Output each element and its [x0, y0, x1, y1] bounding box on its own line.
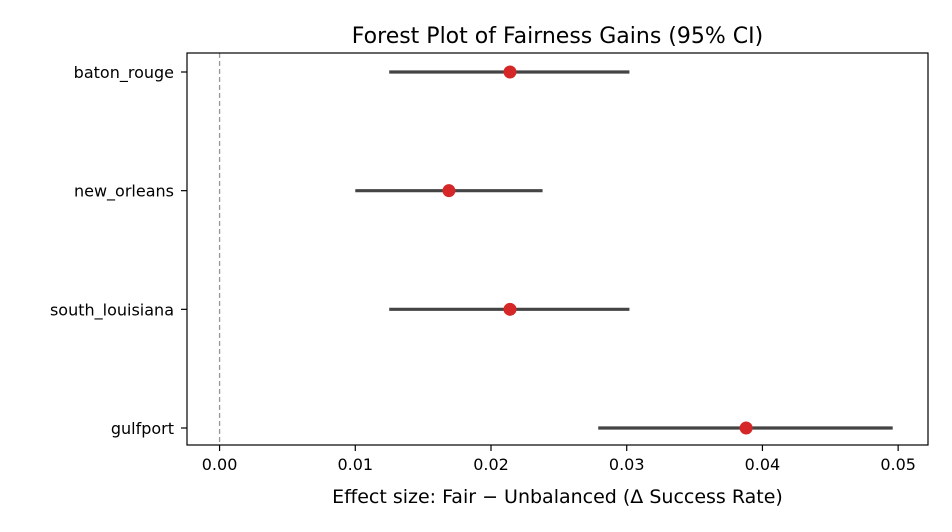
plot-area — [218, 53, 893, 445]
x-tick-label: 0.05 — [880, 455, 916, 474]
x-axis-label: Effect size: Fair − Unbalanced (Δ Succes… — [332, 486, 783, 508]
x-tick-label: 0.03 — [609, 455, 645, 474]
y-tick-label-new_orleans: new_orleans — [74, 182, 174, 202]
estimate-point-baton_rouge — [503, 65, 517, 79]
y-tick-label-south_louisiana: south_louisiana — [50, 300, 174, 320]
estimate-point-south_louisiana — [503, 302, 517, 316]
estimate-point-gulfport — [739, 421, 753, 435]
x-tick-label: 0.02 — [473, 455, 509, 474]
estimate-point-new_orleans — [442, 184, 456, 198]
y-tick-label-baton_rouge: baton_rouge — [74, 63, 174, 83]
y-tick-label-gulfport: gulfport — [111, 419, 174, 438]
x-tick-label: 0.04 — [745, 455, 781, 474]
chart-title: Forest Plot of Fairness Gains (95% CI) — [352, 24, 763, 49]
x-tick-label: 0.01 — [337, 455, 373, 474]
x-tick-label: 0.00 — [202, 455, 238, 474]
axes: 0.00 0.01 0.02 0.03 0.04 0.05 baton_rouge new_o… — [50, 52, 929, 474]
plot-frame — [186, 52, 929, 446]
